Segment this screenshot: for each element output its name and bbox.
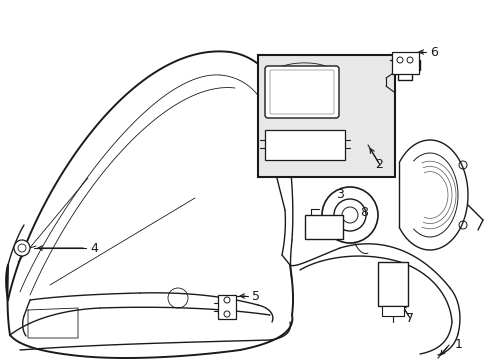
Bar xyxy=(218,295,236,319)
FancyBboxPatch shape xyxy=(264,66,338,118)
Text: 4: 4 xyxy=(90,242,98,255)
Text: 7: 7 xyxy=(405,311,413,324)
Bar xyxy=(377,262,407,306)
Text: 3: 3 xyxy=(335,189,343,202)
Bar xyxy=(264,130,345,160)
Circle shape xyxy=(14,240,30,256)
Text: 6: 6 xyxy=(429,45,437,58)
Bar xyxy=(391,52,418,74)
Text: 5: 5 xyxy=(251,289,260,302)
Text: 2: 2 xyxy=(374,158,382,171)
Text: 8: 8 xyxy=(359,206,367,219)
Circle shape xyxy=(321,187,377,243)
Circle shape xyxy=(333,199,365,231)
Bar xyxy=(381,306,403,316)
Circle shape xyxy=(341,207,357,223)
Bar xyxy=(305,215,342,239)
Text: 1: 1 xyxy=(454,338,462,351)
Bar xyxy=(258,55,394,177)
